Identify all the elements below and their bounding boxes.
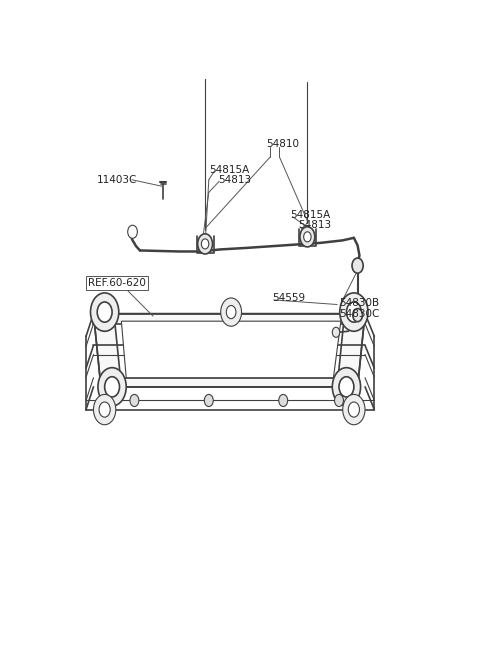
Circle shape <box>202 239 209 249</box>
Circle shape <box>304 232 311 242</box>
Text: 54810: 54810 <box>266 139 300 150</box>
Circle shape <box>335 394 344 407</box>
Circle shape <box>105 377 120 397</box>
Circle shape <box>300 227 315 247</box>
Circle shape <box>348 402 360 417</box>
Polygon shape <box>337 314 365 387</box>
Circle shape <box>221 298 241 326</box>
Circle shape <box>91 293 119 331</box>
Circle shape <box>332 327 340 337</box>
Circle shape <box>99 402 110 417</box>
Polygon shape <box>94 314 121 387</box>
Polygon shape <box>94 314 365 323</box>
Text: 54813: 54813 <box>218 174 251 185</box>
Circle shape <box>97 302 112 322</box>
Polygon shape <box>121 321 341 378</box>
Circle shape <box>352 258 363 273</box>
Text: 54830C: 54830C <box>339 308 379 319</box>
Circle shape <box>339 377 354 397</box>
Circle shape <box>340 293 368 331</box>
Text: 54815A: 54815A <box>209 165 249 174</box>
Circle shape <box>343 394 365 424</box>
Circle shape <box>130 394 139 407</box>
Circle shape <box>226 306 236 319</box>
Circle shape <box>204 394 213 407</box>
Circle shape <box>347 302 361 322</box>
Circle shape <box>353 308 362 321</box>
Circle shape <box>332 367 360 406</box>
Polygon shape <box>101 378 358 387</box>
Circle shape <box>279 394 288 407</box>
Circle shape <box>198 234 213 254</box>
Text: 54559: 54559 <box>272 293 305 304</box>
Circle shape <box>128 225 137 238</box>
Text: 54830B: 54830B <box>339 298 379 308</box>
Text: 11403C: 11403C <box>97 174 138 185</box>
Circle shape <box>94 394 116 424</box>
Text: 54815A: 54815A <box>290 210 331 220</box>
Text: 54813: 54813 <box>298 220 331 230</box>
Circle shape <box>98 367 126 406</box>
Text: REF.60-620: REF.60-620 <box>88 278 146 288</box>
